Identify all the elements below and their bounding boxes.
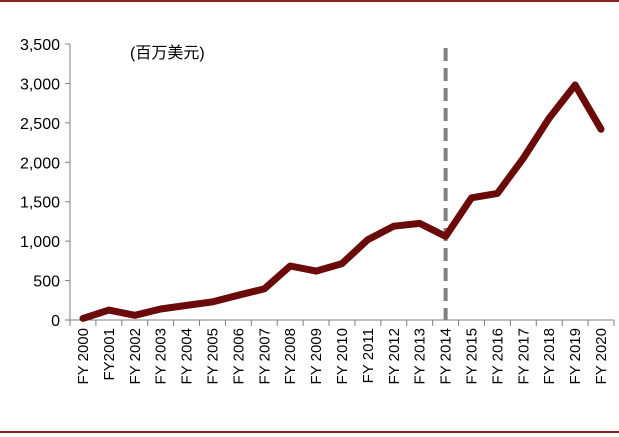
x-tick-label: FY 2011 [360, 328, 377, 383]
top-rule [0, 0, 619, 2]
x-tick-label: FY 2003 [153, 328, 170, 384]
x-tick-label: FY 2007 [256, 328, 273, 384]
y-tick-label: 2,500 [20, 116, 60, 133]
x-tick-label: FY 2008 [282, 328, 299, 384]
x-tick-label: FY 2010 [334, 328, 351, 384]
x-tick-label: FY 2014 [438, 328, 455, 384]
x-tick-label: FY2001 [101, 328, 118, 381]
y-tick-label: 1,000 [20, 234, 60, 251]
x-tick-label: FY 2009 [308, 328, 325, 384]
x-tick-label: FY 2020 [593, 328, 610, 384]
x-tick-label: FY 2005 [204, 328, 221, 384]
y-tick-label: 0 [51, 313, 60, 330]
x-tick-label: FY 2013 [412, 328, 429, 384]
x-axis: FY 2000 FY2001 FY 2002 FY 2003 FY 2004 FY 200… [69, 319, 615, 384]
x-tick-label: FY 2019 [567, 328, 584, 384]
y-tick-label: 1,500 [20, 195, 60, 212]
bottom-rule [0, 431, 619, 433]
x-tick-label: FY 2016 [489, 328, 506, 384]
x-tick-label: FY 2017 [515, 328, 532, 384]
y-axis: 0 500 1,000 1,500 2,000 2,500 3,000 3,500 [20, 37, 71, 330]
y-tick-label: 500 [33, 274, 60, 291]
x-tick-label: FY 2006 [230, 328, 247, 384]
y-tick-label: 2,000 [20, 155, 60, 172]
unit-note: (百万美元) [130, 44, 205, 62]
x-tick-label: FY 2002 [127, 328, 144, 384]
y-tick-label: 3,500 [20, 37, 60, 54]
series-layer [79, 81, 605, 322]
x-tick-label: FY 2015 [464, 328, 481, 384]
x-tick-label: FY 2012 [386, 328, 403, 384]
x-tick-label: FY 2000 [75, 328, 92, 384]
series-line [79, 81, 605, 322]
x-tick-label: FY 2004 [179, 328, 196, 384]
y-tick-label: 3,000 [20, 76, 60, 93]
x-tick-label: FY 2018 [541, 328, 558, 384]
